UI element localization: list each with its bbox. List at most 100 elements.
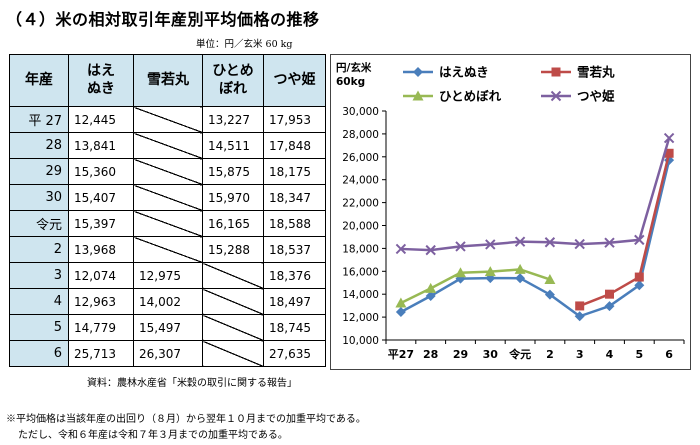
table-row: 28 13,841 14,511 17,848 (9, 132, 326, 159)
row-year: 2 (9, 236, 69, 263)
data-point-3 (544, 237, 556, 248)
y-axis-label: 60kg (336, 76, 365, 88)
y-tick-label: 12,000 (342, 312, 379, 324)
price-cell: 12,963 (68, 288, 134, 315)
x-tick-label: 3 (576, 348, 584, 361)
chart-frame: 円/玄米 60kg 10,000 12,000 14,000 16,000 18,000 20… (330, 54, 691, 370)
table-row: 3 12,074 12,975 18,376 (9, 262, 326, 289)
legend-marker-3 (550, 90, 562, 102)
x-tick-label: 令元 (508, 347, 531, 361)
table-row: 5 14,779 15,497 18,745 (9, 314, 326, 341)
data-point-3 (604, 237, 615, 248)
data-point-3 (663, 132, 675, 144)
x-tick-label: 2 (546, 348, 554, 361)
legend-marker-0 (413, 67, 423, 77)
price-cell: 25,713 (68, 340, 134, 367)
price-cell: 14,002 (133, 288, 203, 315)
table-row: 平 27 12,445 13,227 17,953 (9, 106, 326, 133)
data-point-3 (425, 244, 436, 256)
row-year: 6 (9, 340, 69, 367)
x-tick-label: 平27 (388, 348, 414, 361)
data-point-0 (515, 273, 526, 284)
data-point-0 (574, 311, 585, 322)
empty-cell (202, 262, 264, 289)
empty-cell (202, 340, 264, 367)
price-cell: 15,875 (202, 158, 264, 185)
row-year: 29 (9, 158, 69, 185)
table-row: 6 25,713 26,307 27,635 (9, 340, 326, 367)
x-tick-label: 5 (635, 348, 643, 361)
data-point-1 (664, 148, 674, 158)
price-cell: 12,074 (68, 262, 134, 289)
price-cell: 26,307 (133, 340, 203, 367)
empty-cell (133, 236, 203, 263)
empty-cell (133, 210, 203, 237)
row-year: 3 (9, 262, 69, 289)
table-row: 30 15,407 15,970 18,347 (9, 184, 326, 211)
data-point-1 (605, 289, 614, 299)
data-point-2 (484, 266, 496, 277)
legend-label-2: ひとめぼれ (439, 89, 502, 104)
price-cell: 17,953 (263, 106, 326, 133)
y-tick-label: 24,000 (342, 175, 379, 187)
x-tick-label: 28 (423, 348, 438, 361)
legend-label-1: 雪若丸 (577, 65, 615, 80)
data-point-1 (575, 301, 585, 311)
x-tick-label: 6 (665, 348, 673, 361)
table-row: 2 13,968 15,288 18,537 (9, 236, 326, 263)
y-tick-label: 16,000 (342, 266, 379, 278)
price-cell: 13,227 (202, 106, 264, 133)
y-tick-label: 28,000 (342, 129, 379, 141)
table-row: 令元 15,397 16,165 18,588 (9, 210, 326, 237)
header-year: 年産 (9, 54, 69, 107)
row-year: 5 (9, 314, 69, 341)
header-hitomebore: ひとめ ぼれ (202, 54, 264, 107)
data-point-3 (485, 239, 496, 250)
data-point-0 (544, 289, 555, 300)
empty-cell (133, 106, 203, 133)
legend-marker-2 (412, 90, 424, 101)
header-tsuyahime: つや姫 (263, 54, 326, 107)
price-cell: 13,968 (68, 236, 134, 263)
row-year: 令元 (9, 210, 69, 237)
x-tick-label: 30 (483, 348, 499, 361)
x-tick-label: 4 (606, 348, 614, 361)
price-cell: 17,848 (263, 132, 326, 159)
table-row: 29 15,360 15,875 18,175 (9, 158, 326, 185)
data-point-0 (634, 280, 645, 291)
price-cell: 18,537 (263, 236, 326, 263)
source-note: 資料：農林水産省「米穀の取引に関する報告」 (87, 378, 297, 389)
row-year: 4 (9, 288, 69, 315)
empty-cell (133, 184, 203, 211)
price-cell: 18,497 (263, 288, 326, 315)
x-tick-label: 29 (453, 348, 468, 361)
price-cell: 15,288 (202, 236, 264, 263)
data-point-3 (574, 238, 585, 250)
data-point-3 (455, 241, 466, 252)
table-header-row: 年産 はえ ぬき 雪若丸 ひとめ ぼれ つや姫 (9, 54, 326, 107)
y-tick-label: 22,000 (342, 198, 379, 210)
legend-label-3: つや姫 (577, 89, 615, 104)
price-cell: 12,445 (68, 106, 134, 133)
header-haenuki: はえ ぬき (68, 54, 134, 107)
price-table: 年産 はえ ぬき 雪若丸 ひとめ ぼれ つや姫 平 27 12,445 13,227… (9, 54, 326, 367)
series-line-0 (400, 159, 671, 318)
page-title: （４）米の相対取引年産別平均価格の推移 (6, 10, 320, 29)
price-cell: 18,175 (263, 158, 326, 185)
price-cell: 18,745 (263, 314, 326, 341)
data-point-0 (604, 301, 615, 312)
data-point-2 (455, 267, 466, 278)
y-tick-label: 20,000 (342, 221, 379, 233)
empty-cell (202, 314, 264, 341)
y-tick-label: 18,000 (342, 243, 379, 255)
table-row: 4 12,963 14,002 18,497 (9, 288, 326, 315)
data-point-2 (514, 263, 526, 274)
price-cell: 16,165 (202, 210, 264, 237)
price-cell: 14,779 (68, 314, 134, 341)
price-cell: 18,588 (263, 210, 326, 237)
price-cell: 15,360 (68, 158, 134, 185)
price-cell: 18,347 (263, 184, 326, 211)
data-point-2 (395, 297, 407, 308)
legend-label-0: はえぬき (439, 65, 489, 80)
price-cell: 13,841 (68, 132, 134, 159)
